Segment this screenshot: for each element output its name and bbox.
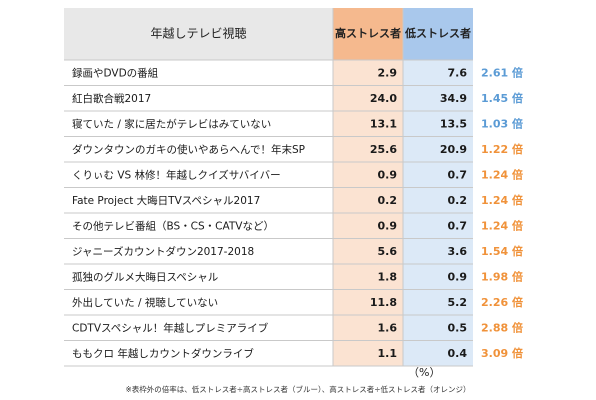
ratio-label: 1.03 倍 (481, 116, 523, 130)
low-value: 0.4 (448, 347, 468, 360)
ratio-label: 1.24 倍 (481, 167, 523, 181)
ratio-label: 1.24 倍 (481, 193, 523, 207)
header-low-cell (403, 8, 473, 60)
ratio-label: 2.88 倍 (481, 320, 523, 334)
low-value: 7.6 (448, 66, 468, 79)
high-value: 1.1 (378, 347, 398, 360)
row-label: Fate Project 大晦日TVスペシャル2017 (72, 194, 260, 207)
low-value: 3.6 (448, 245, 468, 258)
row-label: CDTVスペシャル！年越しプレミアライブ (72, 321, 269, 334)
header-label: 年越しテレビ視聴 (150, 26, 246, 41)
header-high-cell (333, 8, 403, 60)
high-value: 11.8 (370, 296, 397, 309)
row-label: 孤独のグルメ大晦日スペシャル (72, 270, 218, 283)
header-label-cell (64, 8, 333, 60)
high-value: 1.6 (378, 321, 398, 334)
ratio-label: 1.24 倍 (481, 218, 523, 232)
high-value: 1.8 (378, 270, 398, 283)
ratio-label: 2.61 倍 (481, 65, 523, 79)
low-value: 0.9 (448, 270, 468, 283)
high-value: 5.6 (378, 245, 398, 258)
header-low: 低ストレス者 (404, 26, 471, 40)
high-value: 2.9 (378, 66, 398, 79)
low-value: 13.5 (440, 117, 467, 130)
low-value: 0.7 (448, 219, 468, 232)
low-value: 34.9 (440, 92, 467, 105)
row-label: ジャニーズカウントダウン2017-2018 (72, 245, 254, 258)
low-value: 0.7 (448, 168, 468, 181)
high-value: 0.2 (378, 194, 398, 207)
row-label: くりぃむ VS 林修！年越しクイズサバイバー (72, 168, 281, 181)
row-label: その他テレビ番組（BS・CS・CATVなど） (72, 219, 274, 232)
footnote: ※表枠外の倍率は、低ストレス者÷高ストレス者（ブルー）、高ストレス者÷低ストレス… (125, 385, 471, 394)
high-value: 0.9 (378, 168, 398, 181)
ratio-label: 1.45 倍 (481, 91, 523, 105)
low-value: 5.2 (448, 296, 468, 309)
header-high: 高ストレス者 (335, 26, 401, 40)
high-value: 24.0 (370, 92, 397, 105)
low-value: 0.2 (448, 194, 468, 207)
row-label: ダウンタウンのガキの使いやあらへんで！年末SP (72, 143, 305, 156)
ratio-label: 1.22 倍 (481, 142, 523, 156)
row-label: 紅白歌合戦2017 (72, 92, 151, 105)
low-value: 0.5 (448, 321, 468, 334)
row-label: ももクロ 年越しカウントダウンライブ (72, 347, 254, 360)
ratio-label: 2.26 倍 (481, 295, 523, 309)
ratio-label: 3.09 倍 (481, 346, 523, 360)
row-label: 録画やDVDの番組 (72, 66, 159, 79)
high-value: 0.9 (378, 219, 398, 232)
row-label: 寝ていた / 家に居たがテレビはみていない (72, 117, 271, 130)
row-label: 外出していた / 視聴していない (72, 296, 218, 309)
ratio-label: 1.98 倍 (481, 269, 523, 283)
unit-label: （%） (408, 366, 441, 379)
ratio-label: 1.54 倍 (481, 244, 523, 258)
high-value: 13.1 (370, 117, 397, 130)
high-value: 25.6 (370, 143, 397, 156)
low-value: 20.9 (440, 143, 467, 156)
